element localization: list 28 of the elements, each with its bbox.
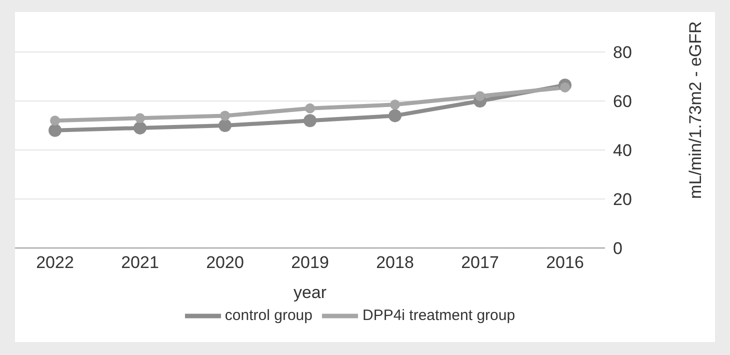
legend-label: DPP4i treatment group: [362, 306, 516, 324]
y-tick-label: 60: [613, 92, 632, 112]
x-tick-label: 2019: [291, 253, 329, 272]
point: [388, 109, 402, 122]
point: [218, 119, 232, 132]
legend-label: control group: [224, 306, 312, 324]
y-tick-label: 20: [613, 190, 632, 210]
point: [390, 100, 400, 110]
point: [475, 91, 485, 102]
point: [48, 124, 62, 137]
x-tick-label: 2016: [546, 253, 584, 272]
y-tick-label: 40: [613, 141, 632, 160]
point: [134, 121, 146, 134]
point: [220, 110, 230, 121]
point: [560, 82, 570, 93]
y-tick-label: 0: [613, 239, 622, 258]
y-axis-title: mL/min/1.73m2 - eGFR: [686, 21, 706, 199]
x-tick-label: 2018: [376, 253, 414, 272]
x-tick-label: 2017: [461, 253, 499, 272]
y-tick-label: 80: [613, 43, 632, 62]
point: [305, 103, 315, 114]
point: [50, 116, 60, 126]
x-tick-label: 2021: [121, 253, 159, 272]
x-axis-title: year: [293, 283, 327, 302]
x-tick-label: 2022: [36, 253, 74, 272]
x-tick-label: 2020: [206, 253, 244, 272]
point: [135, 113, 145, 124]
point: [304, 114, 316, 128]
